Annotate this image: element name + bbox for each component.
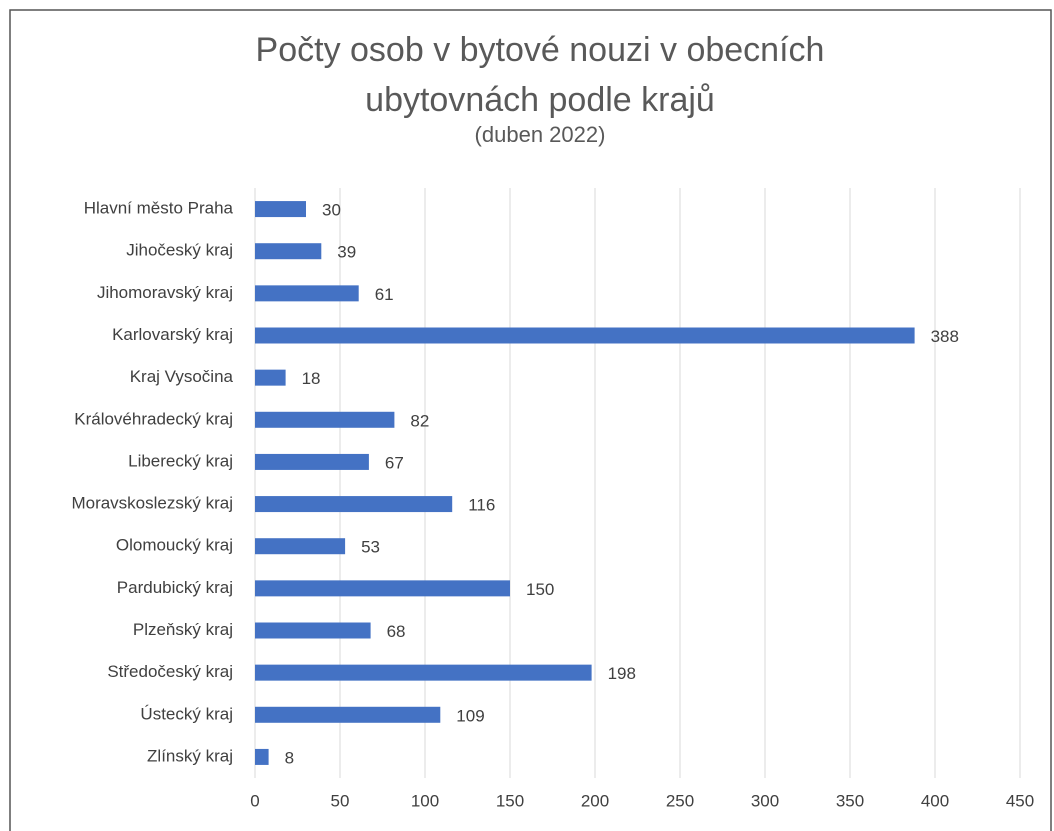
- bar: [255, 496, 453, 513]
- data-label: 82: [410, 411, 429, 430]
- data-label: 198: [608, 664, 636, 683]
- x-tick-label: 0: [250, 791, 259, 810]
- x-tick-label: 250: [666, 791, 694, 810]
- data-label: 109: [456, 706, 484, 725]
- x-tick-label: 150: [496, 791, 524, 810]
- bar: [255, 748, 269, 765]
- x-tick-label: 450: [1006, 791, 1034, 810]
- data-label: 18: [302, 369, 321, 388]
- data-label: 30: [322, 201, 341, 220]
- y-tick-label: Liberecký kraj: [128, 451, 233, 470]
- y-tick-label: Moravskoslezský kraj: [71, 494, 233, 513]
- x-tick-label: 100: [411, 791, 439, 810]
- y-tick-label: Středočeský kraj: [107, 662, 233, 681]
- data-label: 67: [385, 453, 404, 472]
- bar: [255, 538, 346, 555]
- bar: [255, 622, 371, 639]
- y-tick-label: Královéhradecký kraj: [74, 409, 233, 428]
- bar: [255, 369, 286, 386]
- bar: [255, 327, 915, 344]
- bar: [255, 453, 369, 470]
- bar: [255, 411, 395, 428]
- y-tick-label: Jihočeský kraj: [126, 241, 233, 260]
- bar: [255, 243, 322, 260]
- data-label: 61: [375, 285, 394, 304]
- y-tick-label: Zlínský kraj: [147, 746, 233, 765]
- chart-frame: [9, 9, 1052, 831]
- y-tick-label: Karlovarský kraj: [112, 325, 233, 344]
- bar: [255, 706, 441, 723]
- y-tick-label: Pardubický kraj: [117, 578, 233, 597]
- data-label: 388: [931, 327, 959, 346]
- x-tick-label: 300: [751, 791, 779, 810]
- chart-title: Počty osob v bytové nouzi v obecních uby…: [255, 31, 825, 119]
- data-label: 39: [337, 243, 356, 262]
- y-tick-label: Ústecký kraj: [140, 704, 233, 723]
- y-tick-label: Olomoucký kraj: [116, 536, 233, 555]
- y-tick-label: Plzeňský kraj: [133, 620, 233, 639]
- x-tick-label: 350: [836, 791, 864, 810]
- data-label: 53: [361, 538, 380, 557]
- bar: [255, 285, 359, 302]
- data-label: 150: [526, 580, 554, 599]
- bar: [255, 664, 592, 681]
- y-tick-label: Jihomoravský kraj: [97, 283, 233, 302]
- data-label: 116: [468, 496, 495, 515]
- y-tick-label: Kraj Vysočina: [130, 367, 234, 386]
- chart-subtitle: (duben 2022): [474, 122, 606, 147]
- bar: [255, 201, 306, 218]
- y-tick-label: Hlavní město Praha: [84, 199, 234, 218]
- x-tick-label: 50: [331, 791, 350, 810]
- data-label: 68: [387, 622, 406, 641]
- x-tick-label: 400: [921, 791, 949, 810]
- bar: [255, 580, 510, 597]
- x-tick-label: 200: [581, 791, 609, 810]
- data-label: 8: [285, 748, 294, 767]
